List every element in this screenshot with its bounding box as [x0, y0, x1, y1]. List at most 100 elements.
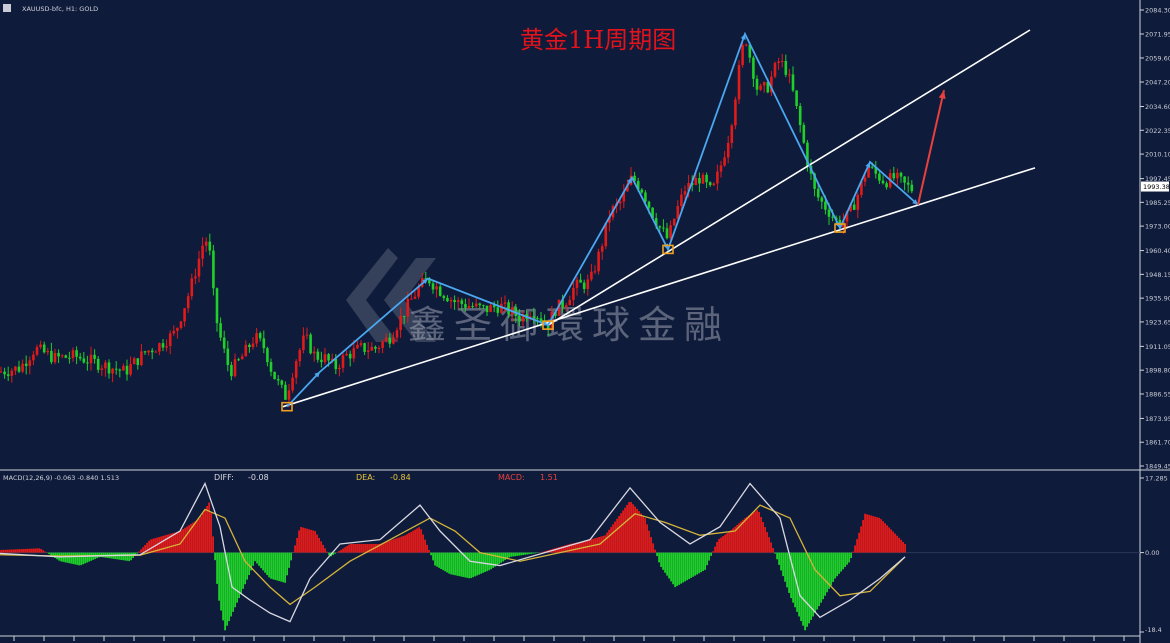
macd-bar-positive	[724, 534, 726, 553]
macd-bar-positive	[160, 536, 162, 553]
macd-bar-positive	[640, 513, 642, 553]
macd-bar-negative	[236, 552, 238, 603]
macd-bar-negative	[332, 552, 334, 555]
macd-bar-positive	[212, 536, 214, 553]
bull-candle	[395, 330, 399, 338]
macd-bar-positive	[418, 527, 420, 553]
macd-bar-positive	[400, 536, 402, 553]
bear-candle	[442, 295, 446, 298]
macd-bar-positive	[164, 535, 166, 553]
macd-diff-label: DIFF:	[214, 473, 234, 482]
bear-candle	[363, 343, 366, 352]
macd-bar-negative	[814, 552, 816, 614]
macd-bar-positive	[4, 549, 6, 553]
bull-candle	[413, 296, 417, 299]
price-tick-label: 2084.30	[1145, 7, 1170, 15]
bear-candle	[226, 348, 230, 366]
bear-candle	[118, 369, 122, 371]
macd-bar-positive	[386, 541, 388, 553]
bull-candle	[197, 258, 201, 277]
macd-bar-negative	[702, 552, 704, 572]
bull-candle	[168, 333, 172, 347]
macd-tick-label: -18.4	[1145, 626, 1162, 634]
macd-bar-positive	[298, 530, 300, 553]
macd-bar-negative	[710, 552, 712, 556]
macd-bar-positive	[202, 512, 204, 553]
macd-bar-positive	[900, 539, 902, 553]
bull-candle	[600, 246, 604, 252]
macd-bar-negative	[248, 552, 250, 576]
macd-bar-positive	[150, 539, 152, 553]
macd-bar-negative	[128, 552, 130, 562]
macd-bar-positive	[422, 534, 424, 553]
bull-candle	[737, 65, 741, 100]
bull-candle	[676, 205, 680, 219]
macd-bar-negative	[334, 552, 336, 554]
macd-bar-negative	[806, 552, 808, 627]
bull-candle	[770, 76, 773, 93]
macd-bar-negative	[686, 552, 688, 581]
bull-candle	[176, 327, 179, 331]
macd-bar-positive	[174, 532, 176, 553]
macd-bar-negative	[266, 552, 268, 576]
macd-bar-positive	[610, 527, 612, 553]
bull-candle	[32, 354, 35, 361]
bull-candle	[456, 300, 460, 303]
bear-candle	[485, 305, 489, 313]
macd-bar-positive	[320, 541, 322, 553]
macd-bar-negative	[660, 552, 662, 567]
macd-bar-positive	[568, 544, 570, 553]
macd-bar-negative	[530, 552, 532, 554]
macd-bar-negative	[74, 552, 76, 565]
macd-bar-positive	[650, 537, 652, 553]
bear-candle	[831, 216, 834, 218]
pivot-box	[662, 244, 674, 255]
bull-candle	[60, 355, 64, 357]
bull-candle	[474, 303, 478, 307]
bear-candle	[402, 315, 406, 317]
macd-tick-label: 17.285	[1145, 475, 1168, 483]
bull-candle	[338, 367, 341, 370]
macd-bar-negative	[246, 552, 248, 580]
bull-candle	[622, 191, 626, 202]
bear-candle	[24, 363, 28, 366]
bull-candle	[860, 181, 863, 195]
macd-bar-negative	[432, 552, 434, 561]
bull-candle	[694, 178, 698, 186]
macd-bar-negative	[816, 552, 818, 610]
macd-bar-positive	[884, 523, 886, 553]
bull-candle	[356, 344, 359, 349]
bear-candle	[482, 305, 485, 307]
macd-bar-positive	[420, 529, 422, 553]
macd-bar-negative	[682, 552, 684, 583]
macd-bar-positive	[300, 526, 302, 553]
bear-candle	[784, 60, 788, 75]
macd-bar-negative	[286, 552, 288, 576]
macd-tick-label: 0.00	[1145, 549, 1159, 557]
macd-bar-positive	[624, 507, 626, 553]
macd-bar-positive	[720, 537, 722, 553]
bull-candle	[140, 351, 143, 365]
macd-bar-negative	[238, 552, 240, 599]
macd-bar-negative	[776, 552, 778, 560]
bear-candle	[96, 358, 100, 370]
bear-candle	[752, 57, 755, 79]
bull-candle	[323, 354, 327, 363]
macd-bar-positive	[714, 546, 716, 553]
bull-candle	[406, 298, 410, 317]
macd-bar-negative	[472, 552, 474, 578]
macd-bar-positive	[882, 521, 884, 553]
bear-candle	[93, 354, 96, 359]
bull-candle	[111, 368, 114, 374]
bull-candle	[568, 299, 572, 306]
macd-bar-negative	[494, 552, 496, 567]
price-tick-label: 1997.45	[1145, 175, 1170, 183]
trend-line	[282, 167, 1036, 408]
bear-candle	[633, 175, 636, 182]
macd-bar-positive	[870, 515, 872, 553]
macd-bar-negative	[818, 552, 820, 607]
macd-bar-positive	[18, 549, 20, 553]
wave-line	[286, 31, 919, 408]
bull-candle	[730, 125, 734, 143]
macd-bar-positive	[12, 549, 14, 553]
